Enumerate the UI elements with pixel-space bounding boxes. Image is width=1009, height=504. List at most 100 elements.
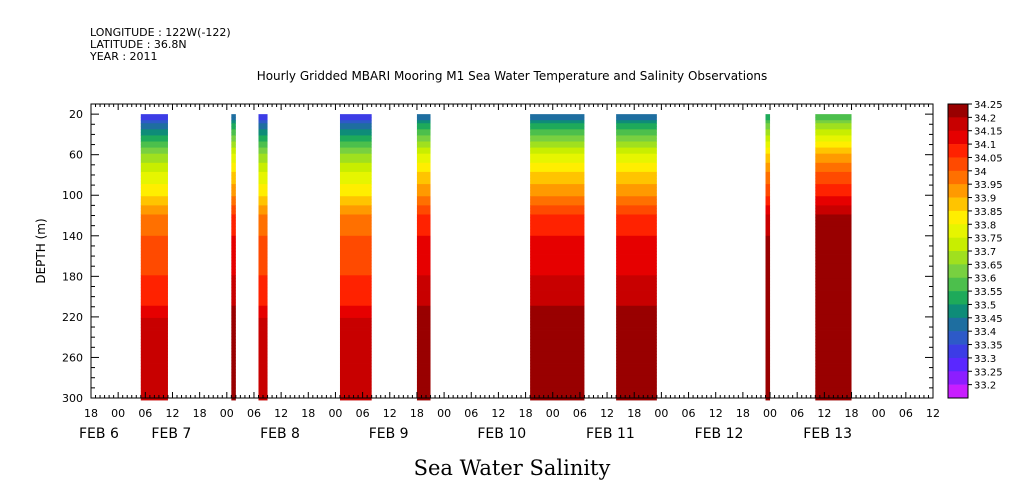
segment-cell [765,174,771,179]
segment-cell [231,293,236,298]
segment-cell [530,165,585,170]
segment-cell [530,348,585,352]
segment-cell [140,284,168,288]
segment-cell [765,330,771,334]
segment-cell [530,159,585,164]
segment-cell [616,345,657,349]
segment-cell [416,254,431,258]
x-hour-tick-label: 12 [165,407,179,420]
x-date-label: FEB 12 [695,426,744,442]
colorbar-swatch [948,157,968,172]
segment-cell [616,165,657,170]
footer-variable-label: Sea Water Salinity [414,456,611,480]
segment-cell [530,196,585,200]
segment-cell [339,257,372,261]
segment-cell [416,369,431,374]
segment-cell [339,214,372,218]
segment-cell [140,396,168,401]
colorbar-swatch [948,237,968,252]
segment-cell [140,187,168,191]
segment-cell [530,141,585,145]
segment-cell [231,196,236,200]
segment-cell [815,223,852,228]
segment-cell [231,226,236,231]
segment-cell [815,360,852,364]
segment-cell [616,260,657,264]
x-hour-tick-label: 00 [763,407,777,420]
segment-cell [258,202,268,206]
segment-cell [765,360,771,364]
segment-cell [530,354,585,358]
segment-cell [258,360,268,364]
segment-cell [339,241,372,246]
segment-cell [616,138,657,142]
colorbar-level-label: 33.25 [974,367,1003,378]
segment-cell [530,178,585,182]
segment-cell [616,168,657,173]
segment-cell [765,223,771,228]
segment-cell [140,348,168,352]
segment-cell [815,162,852,167]
segment-cell [416,290,431,294]
segment-cell [258,314,268,319]
segment-cell [616,217,657,221]
y-tick-label: 100 [62,189,83,202]
segment-cell [416,232,431,237]
segment-cell [231,247,236,252]
x-hour-tick-label: 18 [627,407,641,420]
segment-cell [416,117,431,121]
segment-cell [140,238,168,243]
segment-cell [530,363,585,367]
segment-cell [815,114,852,118]
segment-cell [416,132,431,136]
segment-cell [258,278,268,282]
segment-cell [530,162,585,167]
segment-cell [258,135,268,139]
segment-cell [530,132,585,136]
segment-cell [258,129,268,133]
segment-cell [231,269,236,273]
y-tick-label: 20 [69,108,83,121]
x-hour-tick-label: 06 [356,407,370,420]
segment-cell [339,342,372,346]
segment-cell [416,284,431,288]
segment-cell [140,387,168,392]
segment-cell [616,190,657,194]
segment-cell [231,168,236,173]
segment-cell [765,327,771,331]
segment-cell [231,345,236,349]
colorbar-swatch [948,331,968,345]
segment-cell [416,302,431,307]
segment-cell [339,366,372,371]
segment-cell [258,147,268,152]
segment-cell [140,275,168,279]
segment-cell [765,317,771,322]
segment-cell [140,323,168,328]
segment-cell [231,275,236,279]
segment-cell [231,208,236,212]
x-hour-tick-label: 12 [274,407,288,420]
segment-cell [231,235,236,240]
segment-cell [815,345,852,349]
segment-cell [416,272,431,276]
segment-cell [530,390,585,395]
x-hour-tick-label: 06 [790,407,804,420]
segment-cell [616,244,657,249]
segment-cell [416,378,431,383]
segment-cell [530,135,585,139]
segment-cell [815,156,852,161]
segment-cell [416,384,431,389]
segment-cell [765,214,771,218]
segment-cell [416,269,431,273]
segment-cell [140,381,168,386]
y-tick-label: 260 [62,351,83,364]
segment-cell [140,226,168,231]
segment-cell [616,330,657,334]
segment-cell [339,369,372,374]
segment-cell [140,302,168,307]
segment-cell [815,153,852,158]
x-hour-tick-label: 18 [84,407,98,420]
segment-cell [140,317,168,322]
segment-cell [815,168,852,173]
segment-cell [339,363,372,367]
